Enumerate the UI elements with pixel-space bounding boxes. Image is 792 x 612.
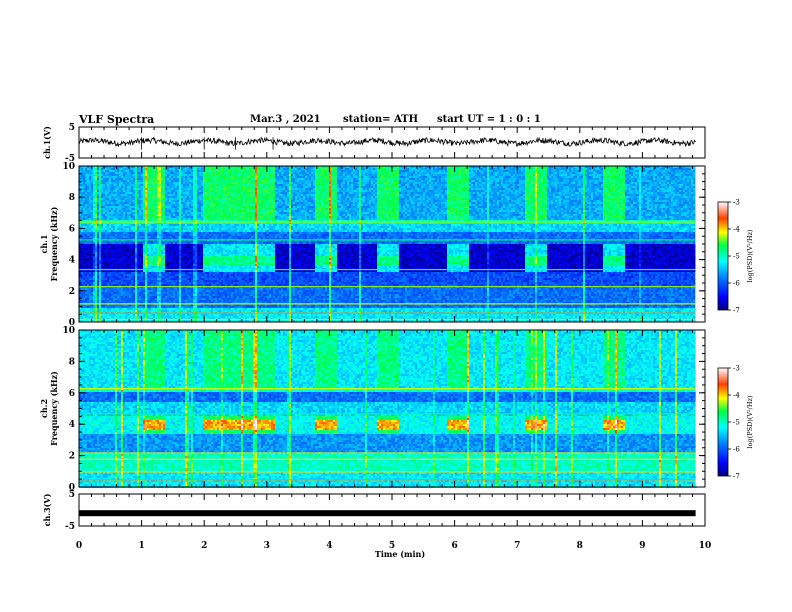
ch1-spectrogram-ytick: 6 xyxy=(69,224,75,234)
x-tick-label: 8 xyxy=(577,541,583,551)
ch1-spectrogram-image xyxy=(79,166,697,322)
ch1-colorbar: -3 -4 -5 -6 -7 log(PSD)(V²/Hz) xyxy=(717,199,754,315)
x-tick-label: 9 xyxy=(639,541,645,551)
ch3-waveform-ytick: 5 xyxy=(69,490,75,500)
ch1-waveform-panel: 5 -5 ch.1(V) xyxy=(42,123,706,164)
ch3-trace xyxy=(79,510,696,517)
ch1-trace xyxy=(78,136,696,148)
x-tick-label: 1 xyxy=(138,541,144,551)
figure-title: VLF Spectra xyxy=(78,113,154,126)
colorbar-tick: -7 xyxy=(733,473,740,481)
x-tick-label: 5 xyxy=(389,541,395,551)
colorbar-tick: -3 xyxy=(733,199,740,207)
ch2-spectrogram-ytick: 2 xyxy=(69,452,75,462)
colorbar-label: log(PSD)(V²/Hz) xyxy=(746,395,754,448)
colorbar-scale xyxy=(717,367,729,477)
start-ut-label: start UT = 1 : 0 : 1 xyxy=(437,114,541,125)
x-tick-label: 6 xyxy=(451,541,457,551)
ch1-waveform-ytick: 5 xyxy=(69,123,75,133)
ch2-spectrogram-ytick: 10 xyxy=(62,326,75,336)
ch1-spectrogram-ytick: 10 xyxy=(62,162,75,172)
ch1-spectrogram-ytick: 0 xyxy=(69,318,75,328)
colorbar-tick: -6 xyxy=(733,446,740,454)
ch1-spectrogram-ytick: 2 xyxy=(69,287,75,297)
x-tick-label: 7 xyxy=(514,541,520,551)
colorbar-tick: -4 xyxy=(733,392,740,400)
colorbar-tick: -3 xyxy=(733,365,740,373)
ch2-spectrogram-ytick: 4 xyxy=(69,420,75,430)
x-axis-label: Time (min) xyxy=(375,549,425,559)
ch1-waveform-ytick: -5 xyxy=(65,154,75,164)
ch2-spectrogram-ylabel: ch.2Frequency (kHz) xyxy=(39,371,59,446)
station-label: station= ATH xyxy=(343,114,418,125)
colorbar-tick: -6 xyxy=(733,280,740,288)
ch1-spectrogram-panel: 0 2 4 6 8 10 ch.1Frequency (kHz) xyxy=(39,162,706,328)
x-tick-label: 3 xyxy=(264,541,270,551)
colorbar-scale xyxy=(717,201,729,311)
colorbar-tick: -5 xyxy=(733,253,740,261)
ch3-waveform-panel: 5 -5 ch.3(V) xyxy=(42,490,706,532)
ch2-spectrogram-ytick: 6 xyxy=(69,389,75,399)
ch1-spectrogram-ylabel: ch.1Frequency (kHz) xyxy=(39,206,59,281)
time-axis: 0 1 2 3 4 5 6 7 8 9 10 xyxy=(76,541,711,551)
ch2-spectrogram-image xyxy=(79,330,697,488)
ch2-spectrogram-ytick: 0 xyxy=(69,483,75,493)
ch2-spectrogram-panel: 0 2 4 6 8 10 ch.2Frequency (kHz) xyxy=(39,326,706,493)
ch3-waveform-ylabel: ch.3(V) xyxy=(42,493,52,526)
ch1-spectrogram-ytick: 4 xyxy=(69,256,75,266)
colorbar-label: log(PSD)(V²/Hz) xyxy=(746,229,754,282)
ch1-spectrogram-ytick: 8 xyxy=(69,193,75,203)
x-tick-label: 2 xyxy=(201,541,207,551)
colorbar-tick: -5 xyxy=(733,419,740,427)
colorbar-tick: -7 xyxy=(733,307,740,315)
colorbar-tick: -4 xyxy=(733,226,740,234)
ch2-colorbar: -3 -4 -5 -6 -7 log(PSD)(V²/Hz) xyxy=(717,365,754,481)
ch1-waveform-ylabel: ch.1(V) xyxy=(42,126,52,159)
x-tick-label: 0 xyxy=(76,541,82,551)
date-label: Mar.3 , 2021 xyxy=(250,114,321,125)
x-tick-label: 4 xyxy=(326,541,332,551)
ch3-waveform-ytick: -5 xyxy=(65,522,75,532)
ch2-spectrogram-ytick: 8 xyxy=(69,357,75,367)
x-tick-label: 10 xyxy=(699,541,712,551)
